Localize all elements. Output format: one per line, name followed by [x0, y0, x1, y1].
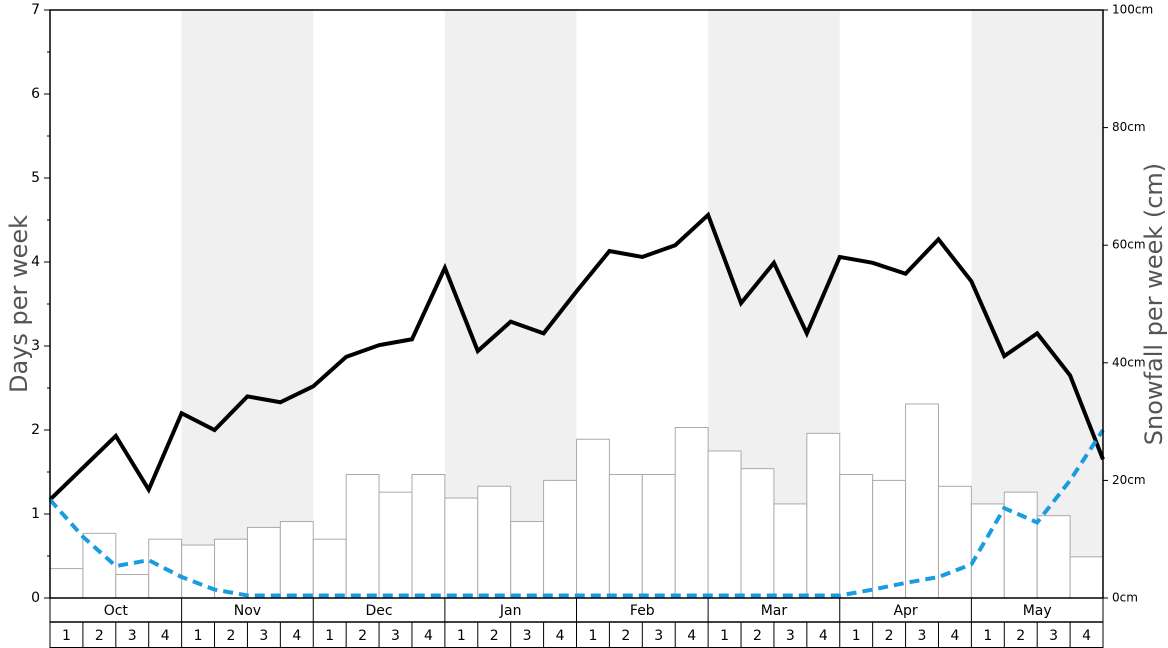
y-tick-label: 3 [31, 338, 40, 354]
week-label: 2 [753, 628, 762, 644]
y2-tick-label: 40cm [1112, 355, 1146, 369]
snowfall-bar [641, 474, 676, 599]
month-label: Nov [234, 603, 261, 619]
y2-tick-label: 60cm [1112, 238, 1146, 252]
snowfall-bar [576, 438, 610, 599]
snowfall-bar [905, 403, 939, 599]
week-label: 2 [1016, 628, 1025, 644]
snowfall-bar [444, 497, 479, 599]
y2-tick-label: 80cm [1112, 120, 1146, 134]
week-label: 4 [556, 628, 565, 644]
week-label: 3 [918, 628, 927, 644]
week-label: 3 [654, 628, 663, 644]
snowfall-bar [411, 474, 446, 599]
week-label: 1 [720, 628, 729, 644]
week-label: 1 [852, 628, 861, 644]
week-label: 1 [62, 628, 71, 644]
snowfall-bar [740, 468, 775, 599]
snowfall-bar [707, 450, 742, 599]
week-label: 3 [259, 628, 268, 644]
snowfall-bar [378, 491, 413, 599]
snowfall-bar [181, 544, 216, 599]
snowfall-bar [773, 503, 808, 599]
y2-tick-label: 100cm [1112, 3, 1153, 17]
snowfall-bar [82, 532, 117, 599]
week-label: 4 [950, 628, 959, 644]
snowfall-bar [246, 526, 281, 599]
snowfall-bar [345, 474, 380, 599]
snowfall-bar [806, 432, 841, 599]
week-label: 2 [227, 628, 236, 644]
y-tick-label: 1 [31, 506, 40, 522]
week-label: 4 [1082, 628, 1091, 644]
month-shade [181, 10, 314, 598]
y-tick-label: 5 [31, 170, 40, 186]
week-label: 4 [424, 628, 433, 644]
week-label: 2 [885, 628, 894, 644]
week-label: 1 [983, 628, 992, 644]
snowfall-bar [477, 485, 512, 599]
y-tick-label: 4 [31, 254, 40, 270]
week-label: 4 [161, 628, 170, 644]
snowfall-bar [608, 474, 643, 599]
snowfall-bar [312, 538, 347, 599]
y2-axis-title: Snowfall per week (cm) [1140, 163, 1168, 445]
week-label: 4 [292, 628, 301, 644]
dashed-line [48, 428, 1105, 598]
month-label: Feb [630, 603, 655, 619]
snowfall-bar [674, 426, 709, 599]
month-label: Dec [366, 603, 393, 619]
week-label: 4 [687, 628, 696, 644]
month-label: Mar [761, 603, 788, 619]
week-label: 1 [194, 628, 203, 644]
week-label: 2 [621, 628, 630, 644]
snowfall-bar [543, 479, 577, 599]
y2-tick-label: 0cm [1112, 591, 1138, 605]
snowfall-bar [1003, 491, 1038, 599]
snowfall-bar [937, 485, 972, 599]
month-label: Jan [499, 603, 522, 619]
month-label: May [1023, 603, 1052, 619]
week-label: 3 [523, 628, 532, 644]
snowfall-bar [872, 479, 907, 599]
y-tick-label: 7 [31, 2, 40, 18]
week-label: 2 [95, 628, 104, 644]
week-label: 1 [588, 628, 597, 644]
snowfall-bar [1069, 556, 1104, 599]
y-axis-title: Days per week [5, 215, 33, 393]
y2-tick-label: 20cm [1112, 473, 1146, 487]
snowfall-bar [49, 568, 84, 599]
y-tick-label: 6 [31, 86, 40, 102]
week-label: 1 [457, 628, 466, 644]
y-tick-label: 2 [31, 422, 40, 438]
snowfall-bar [214, 538, 248, 599]
month-label: Oct [104, 603, 129, 619]
snowfall-bar [510, 521, 545, 599]
snowfall-bar [279, 521, 314, 599]
snowfall-bar [115, 573, 150, 599]
week-label: 2 [490, 628, 499, 644]
line [48, 211, 1105, 502]
week-label: 3 [391, 628, 400, 644]
snowfall-bar [839, 474, 874, 599]
week-label: 3 [128, 628, 137, 644]
week-label: 4 [819, 628, 828, 644]
week-label: 3 [786, 628, 795, 644]
week-label: 2 [358, 628, 367, 644]
snowfall-bar [1036, 515, 1071, 599]
y-tick-label: 0 [31, 590, 40, 606]
week-label: 3 [1049, 628, 1058, 644]
month-label: Apr [893, 603, 917, 619]
week-label: 1 [325, 628, 334, 644]
